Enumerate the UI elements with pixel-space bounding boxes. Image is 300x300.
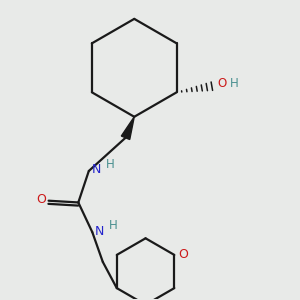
Text: O: O [178, 248, 188, 261]
Text: O: O [218, 77, 227, 90]
Text: O: O [36, 193, 46, 206]
Text: H: H [106, 158, 114, 171]
Text: N: N [92, 164, 101, 176]
Polygon shape [121, 117, 134, 140]
Text: H: H [230, 77, 239, 90]
Text: N: N [95, 225, 104, 238]
Text: H: H [109, 219, 118, 232]
